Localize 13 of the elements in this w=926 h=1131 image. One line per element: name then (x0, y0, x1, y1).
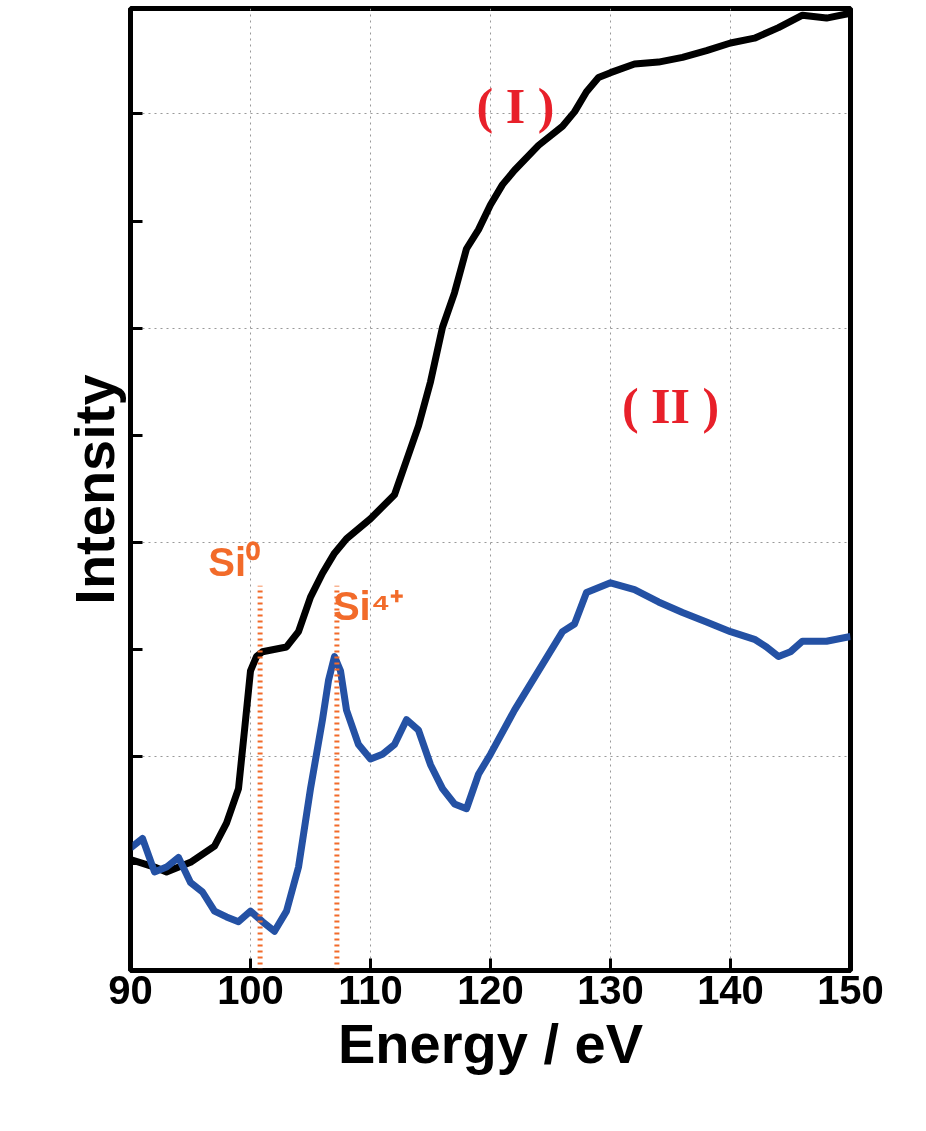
ref-line-label: Si⁴⁺ (332, 583, 405, 628)
x-tick-label: 120 (457, 967, 524, 1012)
x-tick-label: 100 (217, 967, 284, 1012)
x-tick-label: 90 (108, 967, 153, 1012)
x-tick-label: 110 (338, 967, 403, 1012)
x-tick-label: 130 (577, 967, 644, 1012)
x-tick-label: 140 (697, 967, 764, 1012)
annotation: ( II ) (621, 377, 720, 434)
annotation: ( I ) (476, 77, 555, 134)
x-axis-title: Energy / eV (337, 1011, 644, 1075)
ref-line-label: Si⁰ (208, 539, 261, 584)
x-tick-label: 150 (817, 967, 884, 1012)
y-axis-title: Intensity (62, 374, 126, 605)
